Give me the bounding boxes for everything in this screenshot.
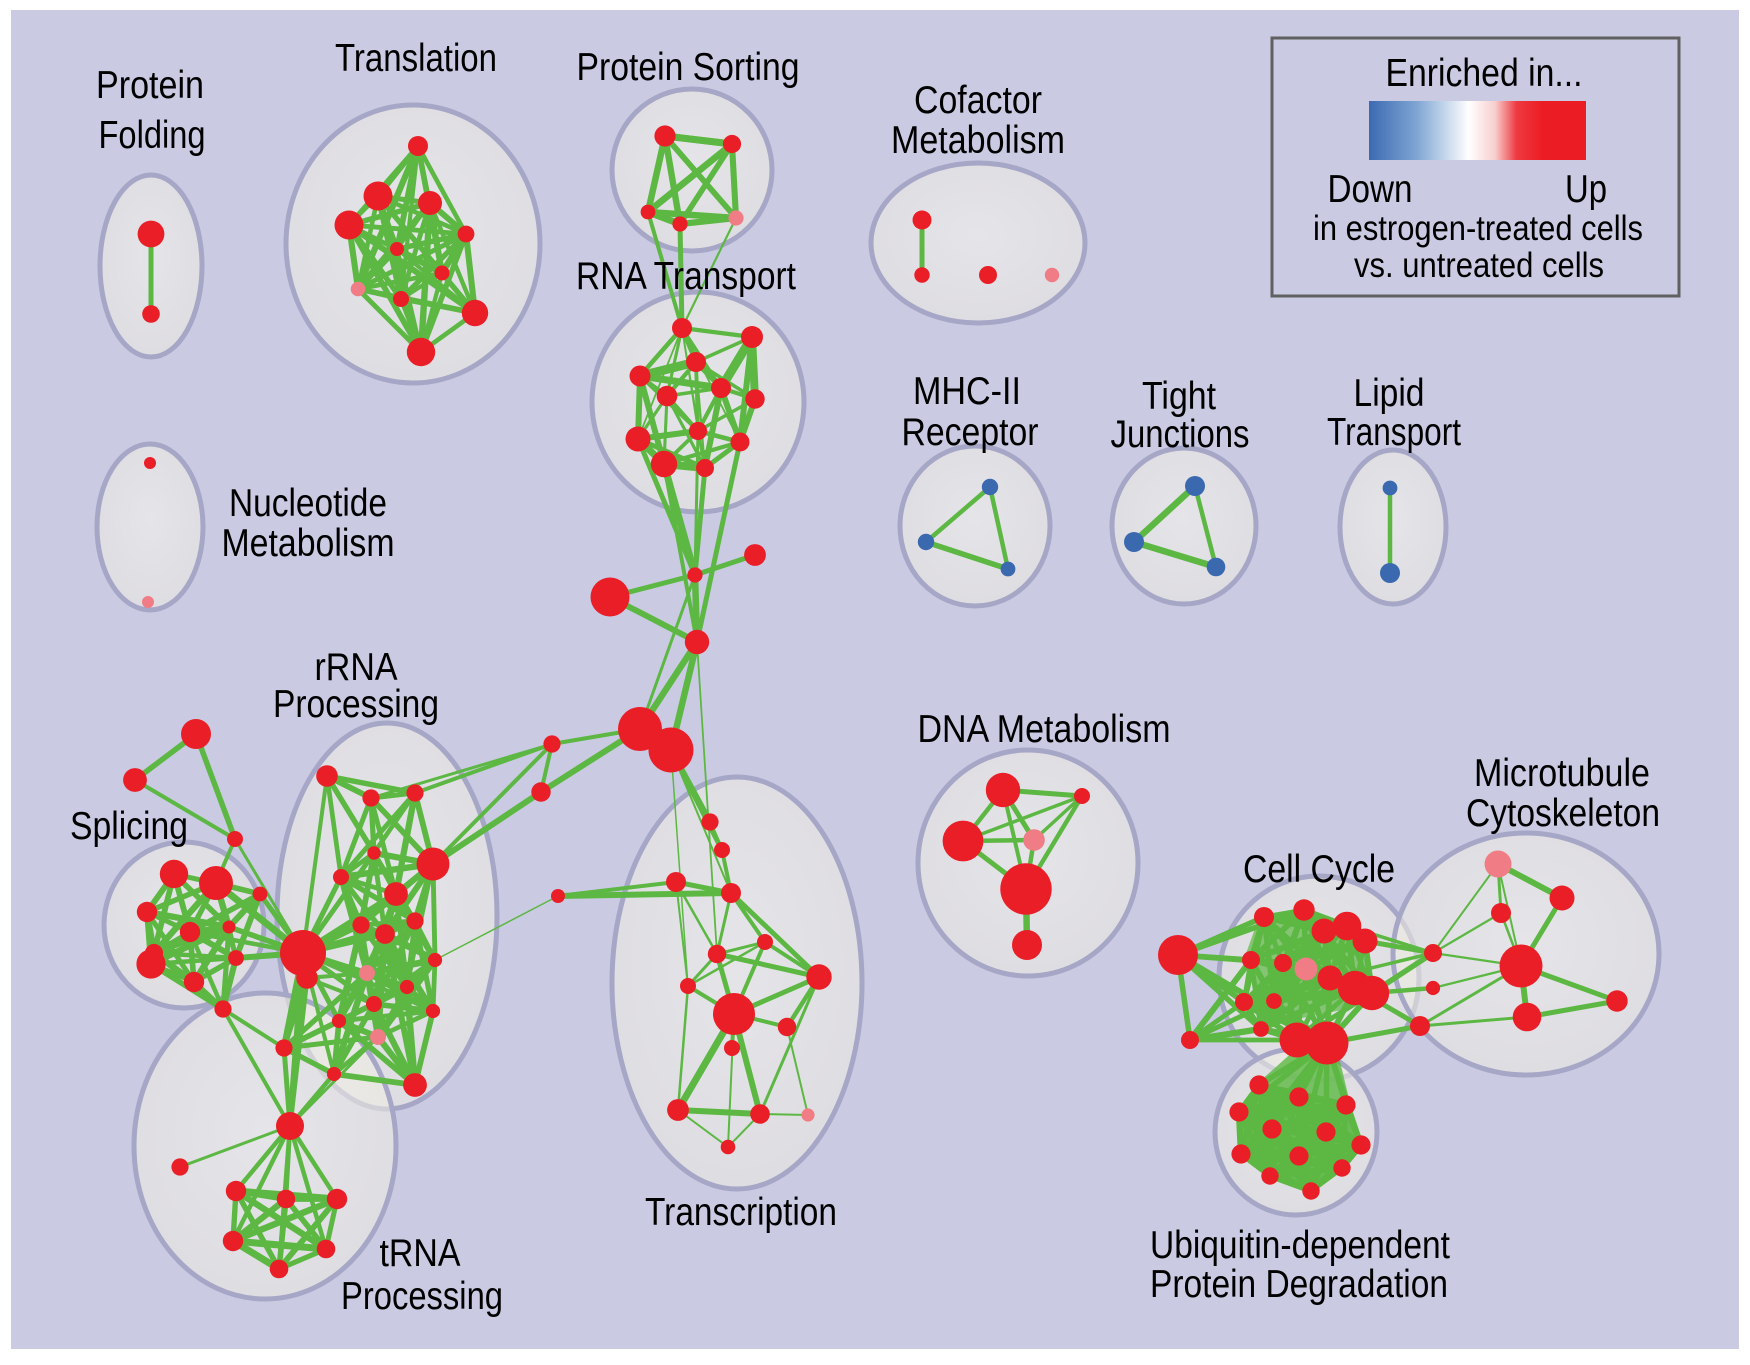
svg-text:Folding: Folding: [99, 114, 206, 157]
svg-text:Microtubule: Microtubule: [1474, 752, 1650, 795]
svg-text:Metabolism: Metabolism: [891, 119, 1065, 162]
svg-text:Tight: Tight: [1142, 375, 1216, 418]
svg-text:Receptor: Receptor: [902, 411, 1039, 454]
svg-text:Up: Up: [1565, 168, 1607, 211]
svg-text:MHC-II: MHC-II: [913, 370, 1021, 413]
svg-text:Cytoskeleton: Cytoskeleton: [1466, 792, 1660, 835]
svg-text:Protein Sorting: Protein Sorting: [577, 46, 800, 89]
svg-text:Nucleotide: Nucleotide: [229, 482, 387, 525]
svg-text:tRNA: tRNA: [380, 1232, 461, 1275]
svg-text:Processing: Processing: [273, 683, 439, 726]
svg-text:Cofactor: Cofactor: [914, 79, 1042, 122]
svg-text:Protein: Protein: [96, 64, 204, 107]
svg-text:Enriched in...: Enriched in...: [1386, 52, 1583, 95]
svg-text:RNA Transport: RNA Transport: [576, 255, 796, 298]
svg-text:Transcription: Transcription: [645, 1191, 837, 1234]
svg-text:Translation: Translation: [335, 37, 497, 80]
svg-text:DNA Metabolism: DNA Metabolism: [918, 708, 1171, 751]
svg-text:Metabolism: Metabolism: [222, 522, 395, 565]
svg-text:Processing: Processing: [341, 1275, 503, 1318]
svg-text:rRNA: rRNA: [315, 646, 398, 689]
svg-text:vs. untreated cells: vs. untreated cells: [1354, 246, 1604, 285]
svg-text:Cell Cycle: Cell Cycle: [1243, 848, 1395, 891]
svg-text:Transport: Transport: [1327, 411, 1461, 454]
svg-text:in estrogen-treated cells: in estrogen-treated cells: [1313, 209, 1643, 248]
svg-text:Protein Degradation: Protein Degradation: [1150, 1263, 1448, 1306]
svg-text:Splicing: Splicing: [70, 805, 188, 848]
svg-text:Junctions: Junctions: [1111, 413, 1250, 456]
svg-text:Down: Down: [1328, 168, 1413, 211]
svg-text:Lipid: Lipid: [1354, 372, 1425, 415]
svg-text:Ubiquitin-dependent: Ubiquitin-dependent: [1150, 1224, 1450, 1267]
